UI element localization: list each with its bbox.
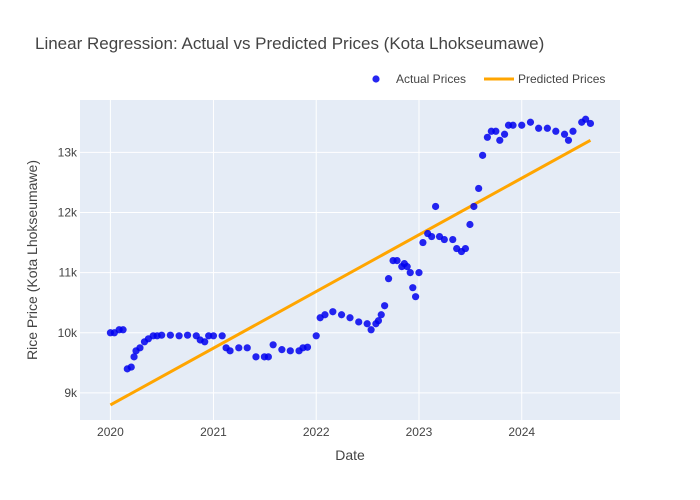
actual-point <box>384 275 393 283</box>
predicted-line <box>109 138 592 407</box>
actual-point <box>278 346 286 354</box>
y-tick-label: 9k <box>64 386 78 400</box>
actual-point <box>381 302 389 310</box>
actual-point <box>496 136 504 144</box>
actual-point <box>475 184 483 193</box>
actual-point <box>374 317 383 325</box>
actual-point <box>409 284 417 292</box>
y-axis-ticks: 9k 10k 11k 12k 13k <box>58 145 78 400</box>
actual-point <box>393 257 401 265</box>
actual-point <box>470 202 478 211</box>
actual-point <box>286 347 294 355</box>
actual-point <box>479 151 487 159</box>
actual-point <box>130 353 138 361</box>
actual-point <box>209 332 218 340</box>
actual-point <box>415 269 423 277</box>
actual-point <box>252 353 260 361</box>
y-tick-label: 10k <box>58 326 78 340</box>
y-tick-label: 13k <box>58 145 78 159</box>
actual-point <box>411 293 420 301</box>
actual-point <box>367 326 375 334</box>
actual-point <box>483 133 491 141</box>
actual-point <box>526 118 535 126</box>
actual-point <box>564 136 573 144</box>
actual-point <box>183 331 192 339</box>
actual-point <box>218 332 226 340</box>
actual-point <box>377 311 385 319</box>
actual-point <box>569 127 577 135</box>
legend-item-predicted[interactable]: Predicted Prices <box>484 72 605 86</box>
x-axis-ticks: 2020 2021 2022 2023 2024 <box>97 425 535 439</box>
actual-point <box>440 235 448 244</box>
actual-point <box>201 338 209 346</box>
legend-predicted-label: Predicted Prices <box>518 72 605 86</box>
y-tick-label: 11k <box>59 266 78 280</box>
actual-point <box>419 238 427 247</box>
actual-point <box>406 269 414 277</box>
actual-point <box>582 115 590 123</box>
actual-point <box>136 344 144 352</box>
actual-point <box>329 308 337 316</box>
actual-point <box>492 127 500 135</box>
actual-point <box>127 363 135 371</box>
plot-area <box>80 100 620 420</box>
actual-point <box>158 331 166 339</box>
actual-point <box>403 263 411 271</box>
actual-point <box>303 343 312 351</box>
y-axis-title: Rice Price (Kota Lhokseumawe) <box>24 160 40 360</box>
actual-point <box>586 119 595 128</box>
actual-point <box>226 347 234 355</box>
legend-item-actual[interactable]: Actual Prices <box>372 72 466 86</box>
actual-point <box>355 318 363 326</box>
actual-point <box>509 121 517 129</box>
actual-point <box>560 130 569 138</box>
actual-point <box>543 124 551 132</box>
legend[interactable]: Actual Prices Predicted Prices <box>372 72 605 86</box>
chart-title: Linear Regression: Actual vs Predicted P… <box>35 34 545 53</box>
x-tick-label: 2020 <box>97 425 124 439</box>
legend-actual-marker <box>372 75 380 83</box>
actual-point <box>431 202 440 211</box>
actual-point <box>518 121 526 129</box>
actual-point <box>166 331 174 339</box>
actual-point <box>500 130 509 138</box>
legend-actual-label: Actual Prices <box>396 72 466 86</box>
actual-point <box>346 314 354 322</box>
actual-point <box>552 127 560 135</box>
actual-point <box>175 332 183 340</box>
actual-point <box>312 332 320 340</box>
x-tick-label: 2024 <box>508 425 535 439</box>
actual-point <box>449 235 457 244</box>
x-axis-title: Date <box>335 447 365 463</box>
grid <box>80 100 620 420</box>
actual-point <box>363 320 371 328</box>
actual-point <box>337 311 346 319</box>
actual-point <box>243 344 251 352</box>
actual-point <box>461 244 470 253</box>
actual-point <box>235 344 243 352</box>
actual-point <box>466 220 474 229</box>
x-tick-label: 2021 <box>200 425 227 439</box>
actual-point <box>264 353 272 361</box>
x-tick-label: 2022 <box>303 425 330 439</box>
actual-point <box>428 232 436 241</box>
actual-points-layer <box>106 115 595 373</box>
actual-point <box>321 311 329 319</box>
actual-point <box>119 326 127 334</box>
actual-point <box>535 124 543 132</box>
predicted-line-layer <box>109 138 592 407</box>
actual-point <box>269 341 277 349</box>
x-tick-label: 2023 <box>406 425 433 439</box>
y-tick-label: 12k <box>58 205 78 219</box>
